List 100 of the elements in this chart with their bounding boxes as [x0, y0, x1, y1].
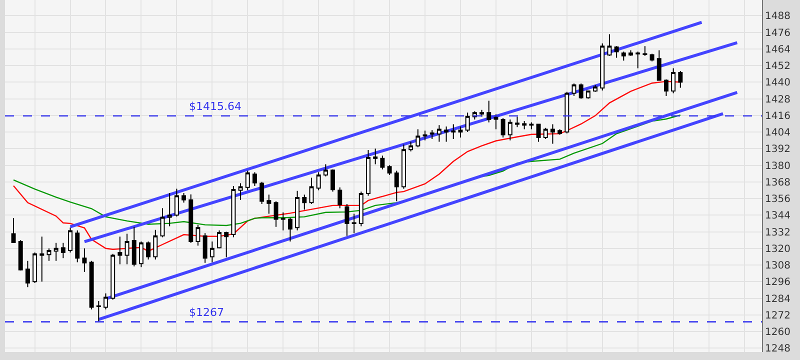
candlestick	[486, 100, 492, 123]
y-tick-label: 1404	[765, 128, 790, 139]
candlestick	[260, 181, 264, 205]
y-tick-label: 1416	[765, 110, 790, 122]
y-tick-label: 1392	[765, 144, 790, 156]
ref-line-label: $1415.64	[189, 100, 242, 113]
candlestick	[558, 128, 562, 136]
candlestick	[245, 170, 250, 191]
candlestick	[89, 260, 94, 310]
candlestick	[387, 164, 392, 176]
candlestick	[451, 124, 456, 140]
candlestick	[430, 130, 434, 140]
candlestick	[68, 227, 73, 254]
candlestick	[671, 68, 676, 94]
y-tick-label: 1368	[765, 177, 790, 188]
candlestick	[678, 70, 683, 88]
candlestick	[210, 240, 214, 263]
candlestick	[316, 172, 321, 191]
candlestick	[614, 46, 619, 58]
candlestick	[621, 51, 626, 62]
candlestick	[586, 90, 590, 100]
candlestick	[82, 248, 87, 272]
candlestick	[338, 186, 342, 209]
candlestick	[358, 191, 364, 227]
y-tick-label: 1284	[765, 294, 790, 305]
candlestick	[593, 84, 598, 92]
candlestick	[480, 109, 484, 118]
candlestick	[110, 253, 116, 300]
candlestick	[408, 141, 414, 152]
candlestick	[167, 192, 172, 227]
candlestick	[522, 120, 527, 130]
y-tick-label: 1464	[765, 44, 790, 56]
candlestick	[18, 240, 23, 272]
candlestick	[75, 230, 80, 263]
candlestick	[380, 155, 385, 170]
candlestick	[458, 126, 463, 138]
candlestick	[309, 177, 314, 205]
candlestick	[54, 242, 58, 262]
candlestick	[11, 218, 16, 244]
candlestick	[436, 124, 442, 142]
candlestick	[550, 124, 555, 144]
y-tick-label: 1476	[765, 28, 790, 39]
candlestick	[330, 168, 336, 192]
y-tick-label: 1272	[765, 310, 790, 322]
candlestick	[628, 50, 633, 56]
candlestick	[515, 116, 520, 128]
candlestick	[373, 148, 378, 165]
candlestick	[25, 260, 30, 288]
candlestick	[238, 182, 243, 200]
candlestick	[529, 122, 534, 130]
candlestick	[543, 127, 548, 140]
candlestick	[302, 194, 307, 210]
y-tick-label: 1248	[765, 344, 790, 355]
candlestick	[202, 232, 208, 264]
candlestick	[188, 194, 194, 244]
y-tick-label: 1260	[765, 327, 790, 338]
candlestick	[366, 150, 370, 196]
candlestick	[288, 217, 292, 242]
candlestick	[352, 213, 356, 234]
candlestick	[274, 200, 278, 228]
candlestick	[132, 226, 136, 267]
candlestick	[650, 53, 654, 62]
y-tick-label: 1380	[765, 160, 790, 172]
y-tick-label: 1320	[765, 244, 790, 255]
candlestick	[578, 83, 584, 100]
y-tick-label: 1428	[765, 94, 790, 106]
candlestick	[182, 192, 186, 204]
y-tick-label: 1344	[765, 210, 790, 222]
candlestick	[323, 164, 328, 177]
y-tick-label: 1308	[765, 260, 790, 272]
candlestick	[146, 240, 151, 260]
candlestick	[394, 170, 399, 202]
candlestick	[224, 231, 229, 258]
candlestick	[138, 240, 144, 268]
candlestick	[444, 126, 449, 142]
y-tick-label: 1356	[765, 194, 790, 206]
ref-line-label: $1267	[189, 306, 224, 319]
candlestick	[252, 172, 257, 187]
candlestick	[508, 119, 512, 141]
candlestick	[60, 242, 66, 259]
candlestick	[494, 114, 498, 130]
candlestick	[231, 186, 236, 238]
candlestick	[40, 236, 44, 282]
candlestick	[416, 128, 420, 148]
candlestick	[104, 292, 108, 310]
candlestick	[46, 248, 52, 262]
candlestick	[401, 144, 406, 190]
candlestick	[642, 46, 648, 56]
y-tick-label: 1296	[765, 277, 790, 288]
candlestick	[160, 208, 165, 238]
candlestick	[196, 224, 200, 246]
candlestick	[607, 34, 612, 56]
candlestick	[344, 204, 350, 236]
candlestick	[465, 112, 470, 133]
candlestick	[664, 78, 668, 96]
candlestick	[174, 188, 179, 218]
candlestick	[600, 42, 605, 91]
candlestick	[295, 190, 300, 231]
candlestick	[280, 212, 286, 231]
candlestick	[124, 233, 130, 265]
